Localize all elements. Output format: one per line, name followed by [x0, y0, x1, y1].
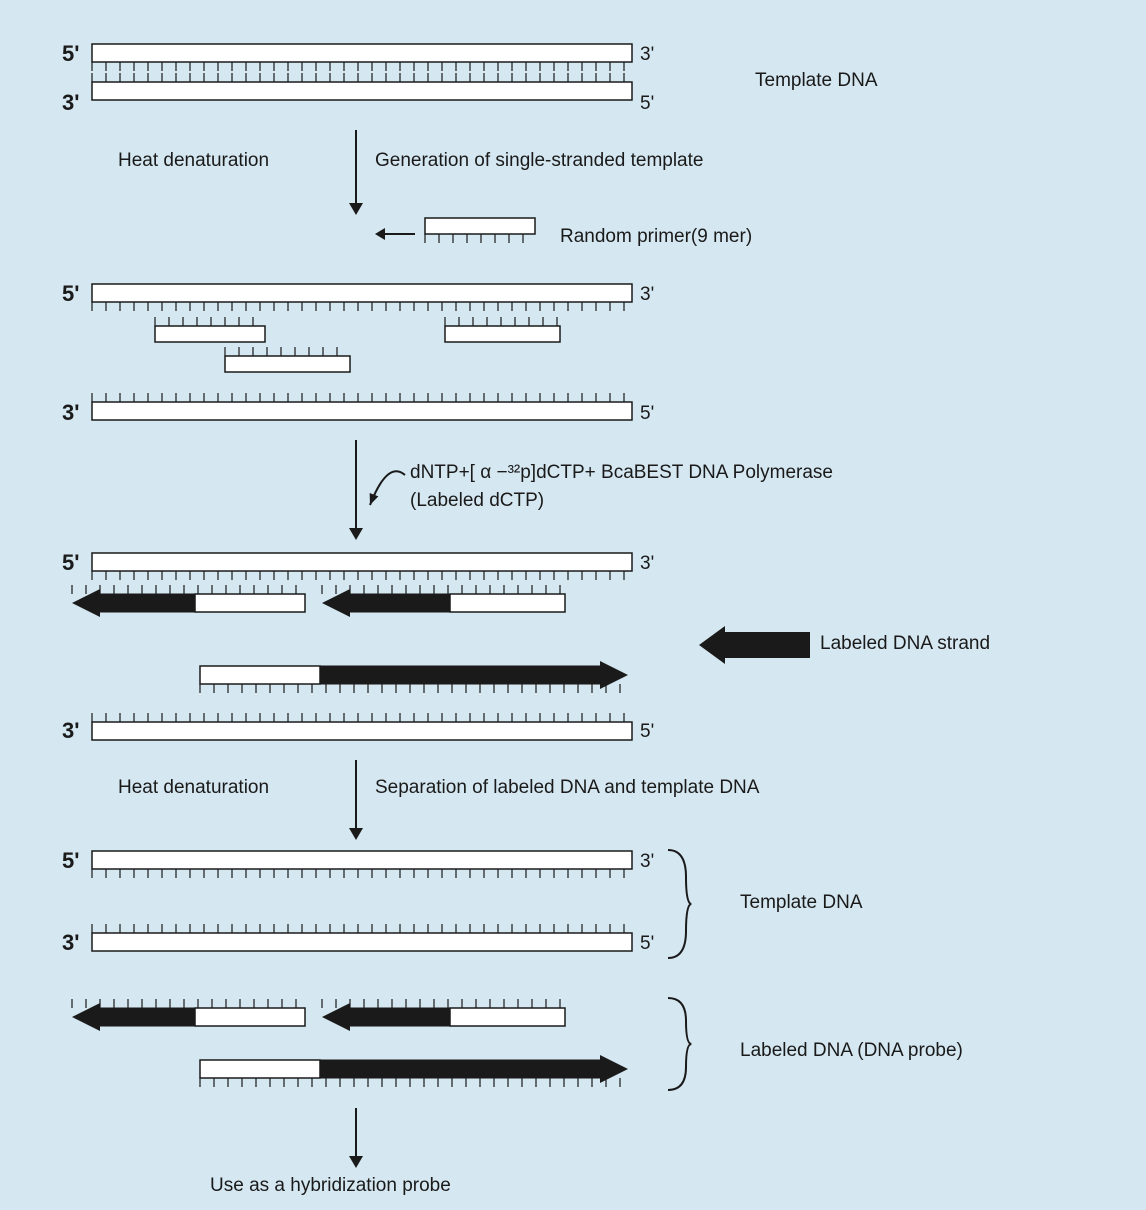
label-3p-4b: 3': [62, 930, 79, 956]
label-heat-denat-2: Heat denaturation: [118, 777, 269, 799]
label-use-as: Use as a hybridization probe: [210, 1175, 451, 1197]
label-5p-3: 5': [62, 550, 79, 576]
label-gen-single: Generation of single-stranded template: [375, 150, 703, 172]
label-5p-2r: 5': [640, 403, 654, 425]
label-5prime-r: 5': [640, 93, 654, 115]
label-5p-4: 5': [62, 848, 79, 874]
label-3p-3b: 3': [62, 718, 79, 744]
label-separation: Separation of labeled DNA and template D…: [375, 777, 759, 799]
label-5p-2: 5': [62, 281, 79, 307]
label-3p-4: 3': [640, 851, 654, 873]
label-3prime-b: 3': [62, 90, 79, 116]
label-3p-2b: 3': [62, 400, 79, 426]
label-3prime: 3': [640, 44, 654, 66]
label-template-dna: Template DNA: [755, 70, 878, 92]
label-dntp-1: dNTP+[ α −³²p]dCTP+ BcaBEST DNA Polymera…: [410, 462, 833, 484]
label-3p-2: 3': [640, 284, 654, 306]
label-heat-denat-1: Heat denaturation: [118, 150, 269, 172]
dntp-line1-text: dNTP+[ α −³²p]dCTP+ BcaBEST DNA Polymera…: [410, 462, 833, 483]
label-random-primer: Random primer(9 mer): [560, 226, 752, 248]
label-3p-3: 3': [640, 553, 654, 575]
label-5p-3r: 5': [640, 721, 654, 743]
label-5p-4r: 5': [640, 933, 654, 955]
label-labeled-strand: Labeled DNA strand: [820, 633, 990, 655]
diagram-canvas: [0, 0, 1146, 1210]
label-dntp-2: (Labeled dCTP): [410, 490, 544, 512]
label-labeled-probe: Labeled DNA (DNA probe): [740, 1040, 963, 1062]
label-template-dna-2: Template DNA: [740, 892, 863, 914]
label-5prime: 5': [62, 41, 79, 67]
